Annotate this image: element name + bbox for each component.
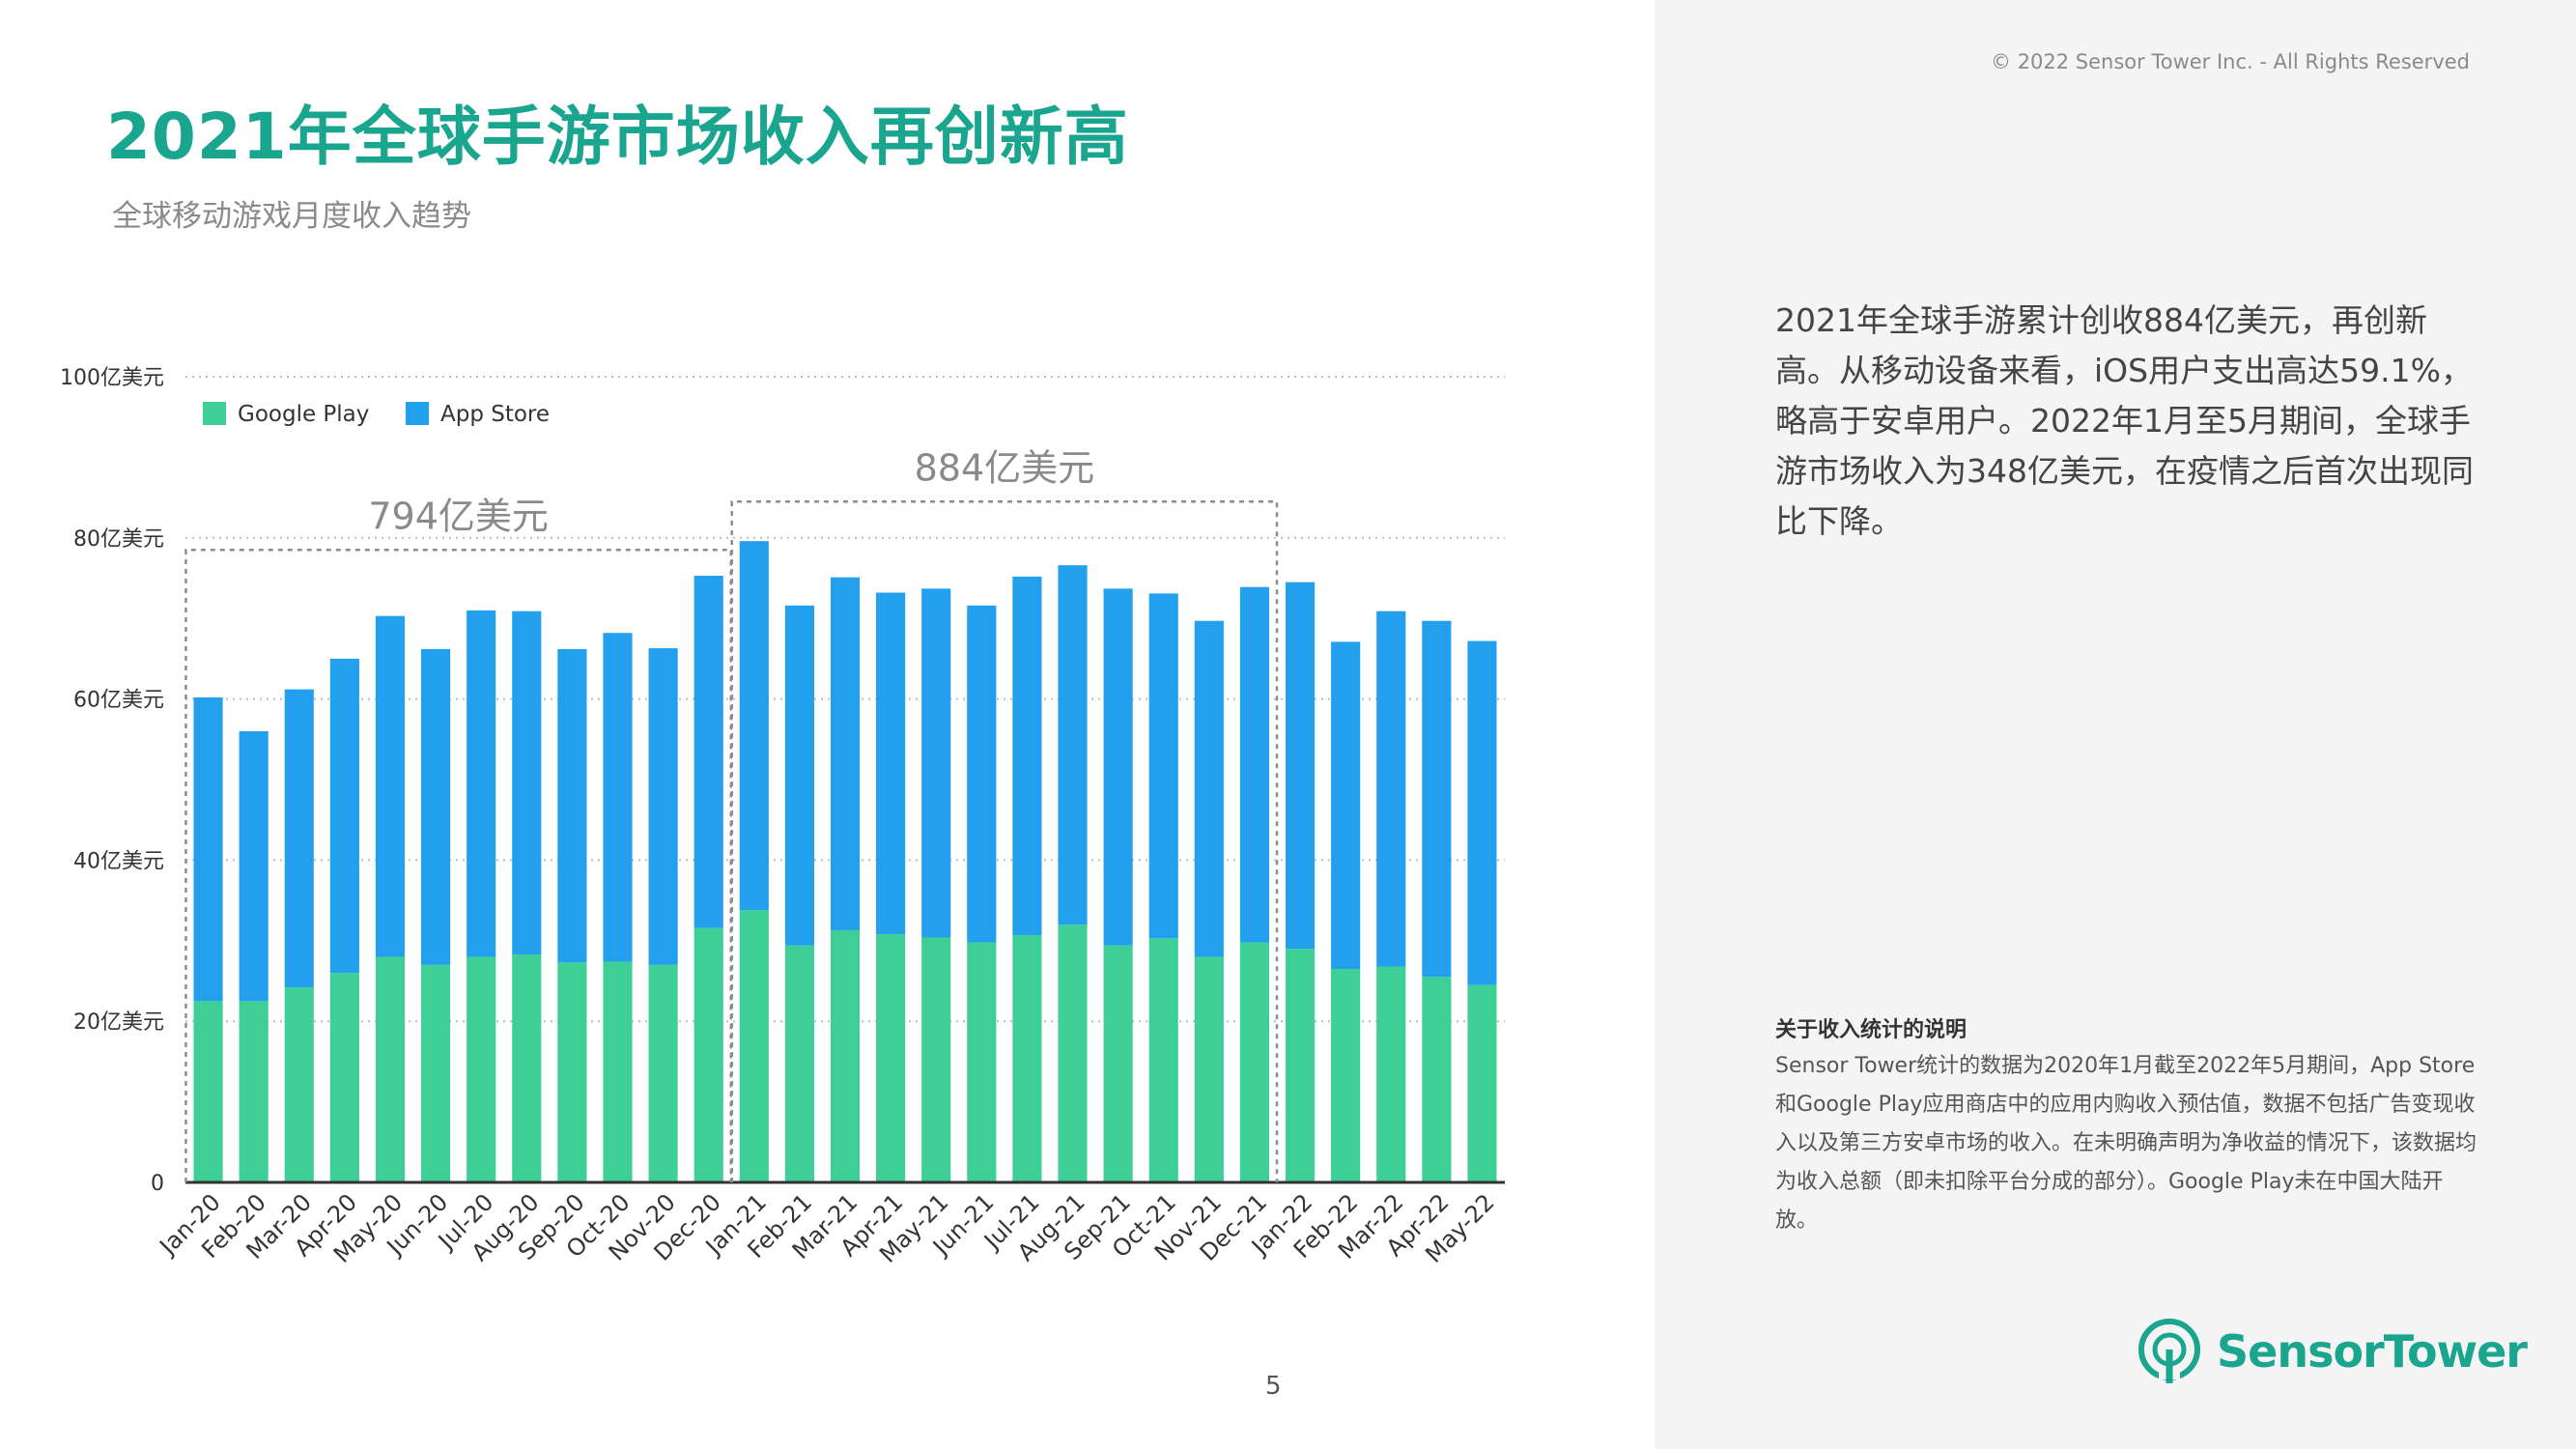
note-title: 关于收入统计的说明 bbox=[1775, 1018, 1967, 1042]
bar-google-play bbox=[1422, 977, 1452, 1182]
legend-label: App Store bbox=[440, 402, 550, 427]
bar-google-play bbox=[284, 987, 314, 1182]
main-panel: 2021年全球手游市场收入再创新高 全球移动游戏月度收入趋势 0 20亿美元 40亿… bbox=[60, 99, 1505, 1401]
bar-app-store bbox=[694, 575, 723, 928]
bar-google-play bbox=[784, 945, 814, 1182]
bar-app-store bbox=[1331, 641, 1361, 969]
bar-google-play bbox=[467, 956, 496, 1182]
bar-google-play bbox=[921, 937, 951, 1182]
sensor-tower-logo-text: SensorTower bbox=[2217, 1325, 2528, 1378]
copyright-text: © 2022 Sensor Tower Inc. - All Rights Re… bbox=[1991, 50, 2470, 73]
bar-google-play bbox=[1467, 984, 1497, 1182]
bar-app-store bbox=[603, 633, 633, 962]
sensor-tower-logo-icon bbox=[2138, 1319, 2200, 1383]
bar-app-store bbox=[1148, 593, 1178, 939]
bar-app-store bbox=[921, 588, 951, 938]
bar-app-store bbox=[420, 648, 451, 965]
bar-google-play bbox=[239, 1001, 269, 1182]
bar-google-play bbox=[1239, 942, 1270, 1182]
bar-app-store bbox=[239, 730, 269, 1002]
bar-google-play bbox=[1331, 968, 1361, 1182]
page-subtitle: 全球移动游戏月度收入趋势 bbox=[112, 199, 471, 234]
revenue-stacked-bar-chart: 020亿美元40亿美元60亿美元80亿美元100亿美元Jan-20Feb-20M… bbox=[60, 366, 1505, 1268]
bar-app-store bbox=[1422, 620, 1452, 978]
bar-google-play bbox=[1148, 938, 1178, 1182]
y-tick-label: 0 bbox=[151, 1172, 164, 1196]
bar-app-store bbox=[648, 648, 678, 965]
bar-app-store bbox=[784, 605, 814, 946]
bar-app-store bbox=[876, 592, 906, 935]
bar-google-play bbox=[603, 961, 633, 1182]
bar-google-play bbox=[830, 929, 861, 1182]
bar-google-play bbox=[1103, 945, 1133, 1182]
bar-google-play bbox=[739, 910, 769, 1182]
bar-app-store bbox=[1058, 565, 1088, 925]
bar-app-store bbox=[1285, 582, 1316, 950]
y-tick-label: 40亿美元 bbox=[73, 849, 164, 873]
legend-swatch bbox=[203, 402, 226, 425]
bar-app-store bbox=[1376, 611, 1406, 967]
bar-app-store bbox=[512, 611, 542, 954]
legend-swatch bbox=[406, 402, 429, 425]
bar-app-store bbox=[739, 541, 769, 911]
y-tick-label: 20亿美元 bbox=[73, 1010, 164, 1035]
bar-google-play bbox=[1376, 966, 1406, 1182]
annotation-label: 884亿美元 bbox=[915, 446, 1095, 489]
bar-google-play bbox=[967, 942, 997, 1182]
sidebar-panel: © 2022 Sensor Tower Inc. - All Rights Re… bbox=[1655, 0, 2576, 1449]
sensor-tower-logo: SensorTower bbox=[2137, 1318, 2528, 1385]
annotation-box bbox=[730, 500, 1279, 1182]
bar-app-store bbox=[467, 610, 496, 957]
bar-app-store bbox=[557, 648, 587, 963]
bar-google-play bbox=[512, 953, 542, 1182]
legend-label: Google Play bbox=[238, 402, 369, 427]
y-tick-label: 60亿美元 bbox=[73, 689, 164, 713]
bar-google-play bbox=[876, 934, 906, 1182]
y-tick-label: 100亿美元 bbox=[60, 366, 164, 390]
bar-app-store bbox=[375, 615, 406, 957]
note-body: Sensor Tower统计的数据为2020年1月截至2022年5月期间，App… bbox=[1775, 1054, 2477, 1233]
bar-google-play bbox=[1285, 949, 1316, 1182]
y-tick-label: 80亿美元 bbox=[73, 527, 164, 552]
annotation-label: 794亿美元 bbox=[368, 495, 549, 537]
bar-app-store bbox=[193, 696, 223, 1002]
bar-app-store bbox=[967, 605, 997, 943]
bar-google-play bbox=[193, 1001, 223, 1182]
bar-google-play bbox=[557, 962, 587, 1182]
page-number: 5 bbox=[1265, 1372, 1282, 1401]
bar-app-store bbox=[329, 658, 359, 974]
bar-google-play bbox=[1194, 956, 1224, 1182]
bar-google-play bbox=[420, 964, 451, 1182]
bar-google-play bbox=[694, 927, 723, 1182]
bar-app-store bbox=[1194, 620, 1224, 957]
bar-google-play bbox=[1058, 924, 1088, 1182]
bar-google-play bbox=[648, 964, 678, 1182]
page-title: 2021年全球手游市场收入再创新高 bbox=[106, 99, 1129, 174]
bar-app-store bbox=[1012, 576, 1042, 935]
bar-google-play bbox=[329, 973, 359, 1182]
bar-app-store bbox=[1239, 586, 1270, 943]
bar-app-store bbox=[284, 689, 314, 988]
bar-app-store bbox=[1103, 588, 1133, 946]
bar-google-play bbox=[1012, 934, 1042, 1182]
bar-app-store bbox=[830, 577, 861, 930]
bar-app-store bbox=[1467, 640, 1497, 985]
summary-text: 2021年全球手游累计创收884亿美元，再创新高。从移动设备来看，iOS用户支出… bbox=[1775, 301, 2474, 540]
bar-google-play bbox=[375, 956, 406, 1182]
